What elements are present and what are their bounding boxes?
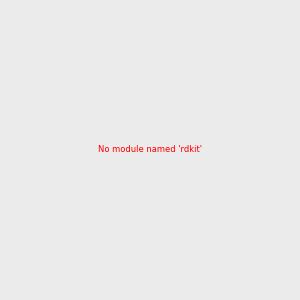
Text: No module named 'rdkit': No module named 'rdkit': [98, 146, 202, 154]
